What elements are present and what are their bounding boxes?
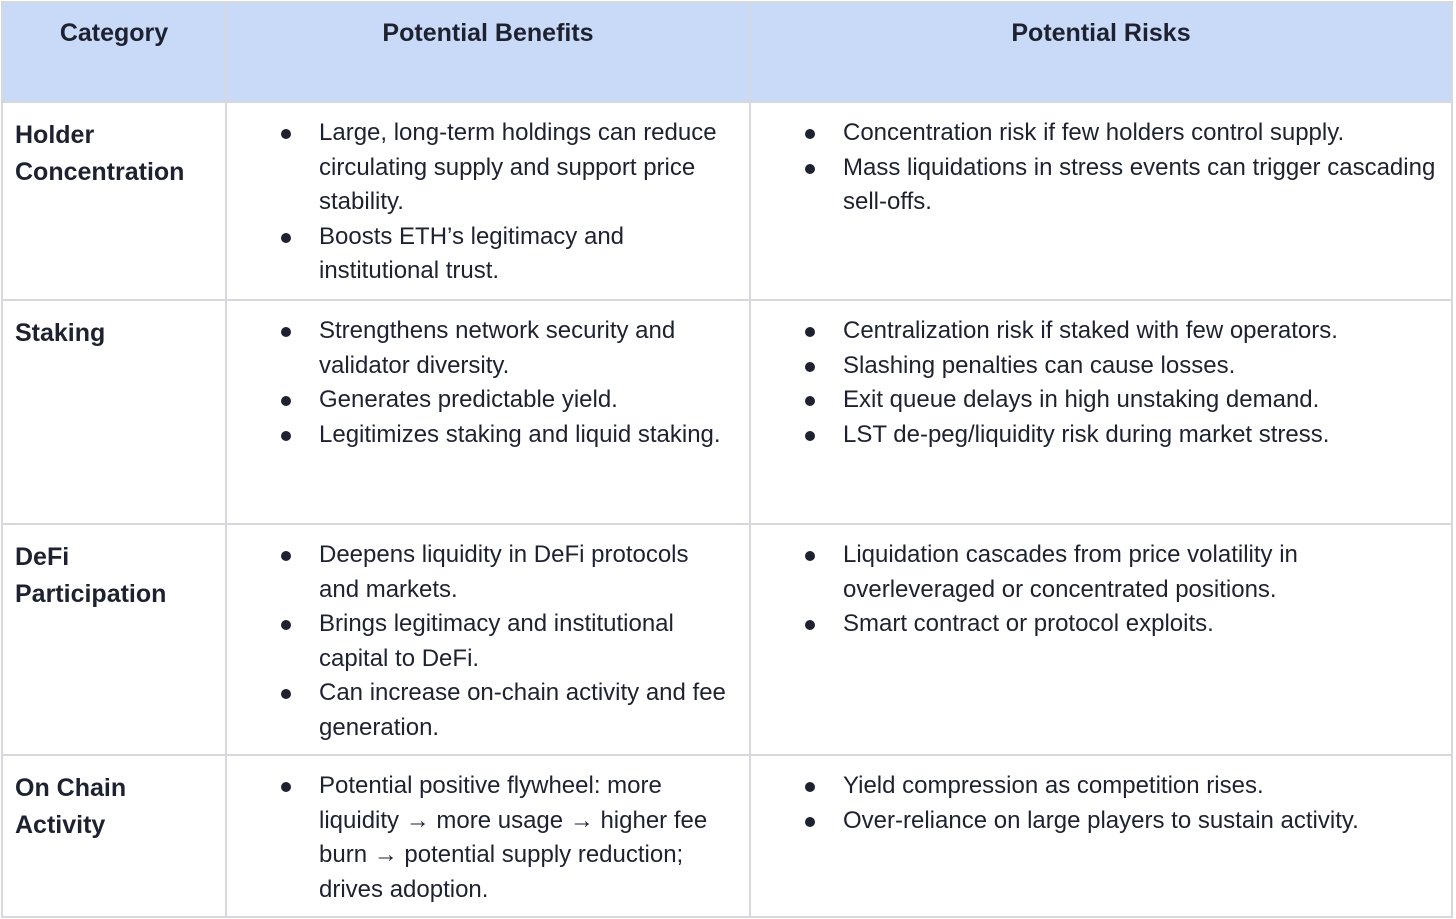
category-cell: DeFi Participation (1, 523, 227, 756)
risks-cell: Yield compression as competition rises. … (749, 754, 1453, 918)
benefits-cell: Potential positive flywheel: more liquid… (225, 754, 751, 918)
table-row: On Chain Activity Potential positive fly… (1, 754, 1453, 918)
list-item: Generates predictable yield. (227, 383, 739, 418)
risks-list: Yield compression as competition rises. … (751, 769, 1441, 838)
list-item: Brings legitimacy and institutional capi… (227, 607, 739, 676)
list-item: Liquidation cascades from price volatili… (751, 538, 1441, 607)
list-item: Concentration risk if few holders contro… (751, 116, 1441, 151)
category-cell: On Chain Activity (1, 754, 227, 918)
risks-list: Centralization risk if staked with few o… (751, 314, 1441, 452)
list-item: Mass liquidations in stress events can t… (751, 151, 1441, 220)
list-item: Legitimizes staking and liquid staking. (227, 418, 739, 453)
benefits-cell: Large, long-term holdings can reduce cir… (225, 101, 751, 301)
list-item: Slashing penalties can cause losses. (751, 349, 1441, 384)
risks-cell: Liquidation cascades from price volatili… (749, 523, 1453, 756)
list-item: Over-reliance on large players to sustai… (751, 804, 1441, 839)
table-row: DeFi Participation Deepens liquidity in … (1, 523, 1453, 756)
benefits-list: Strengthens network security and validat… (227, 314, 739, 452)
category-cell: Holder Concentration (1, 101, 227, 301)
risks-cell: Centralization risk if staked with few o… (749, 299, 1453, 525)
risks-cell: Concentration risk if few holders contro… (749, 101, 1453, 301)
benefits-list: Large, long-term holdings can reduce cir… (227, 116, 739, 289)
benefits-cell: Strengthens network security and validat… (225, 299, 751, 525)
header-benefits: Potential Benefits (225, 1, 751, 103)
list-item: Yield compression as competition rises. (751, 769, 1441, 804)
benefits-cell: Deepens liquidity in DeFi protocols and … (225, 523, 751, 756)
list-item: Centralization risk if staked with few o… (751, 314, 1441, 349)
category-cell: Staking (1, 299, 227, 525)
list-item: Smart contract or protocol exploits. (751, 607, 1441, 642)
list-item: Exit queue delays in high unstaking dema… (751, 383, 1441, 418)
table-row: Holder Concentration Large, long-term ho… (1, 101, 1453, 301)
header-row: Category Potential Benefits Potential Ri… (1, 1, 1453, 103)
header-risks: Potential Risks (749, 1, 1453, 103)
list-item: Deepens liquidity in DeFi protocols and … (227, 538, 739, 607)
list-item: LST de-peg/liquidity risk during market … (751, 418, 1441, 453)
list-item: Boosts ETH’s legitimacy and institutiona… (227, 220, 739, 289)
list-item: Potential positive flywheel: more liquid… (227, 769, 739, 907)
benefits-list: Deepens liquidity in DeFi protocols and … (227, 538, 739, 745)
risks-list: Liquidation cascades from price volatili… (751, 538, 1441, 642)
list-item: Can increase on-chain activity and fee g… (227, 676, 739, 745)
list-item: Large, long-term holdings can reduce cir… (227, 116, 739, 220)
risks-list: Concentration risk if few holders contro… (751, 116, 1441, 220)
list-item: Strengthens network security and validat… (227, 314, 739, 383)
table-row: Staking Strengthens network security and… (1, 299, 1453, 525)
header-category: Category (1, 1, 227, 103)
benefits-list: Potential positive flywheel: more liquid… (227, 769, 739, 907)
